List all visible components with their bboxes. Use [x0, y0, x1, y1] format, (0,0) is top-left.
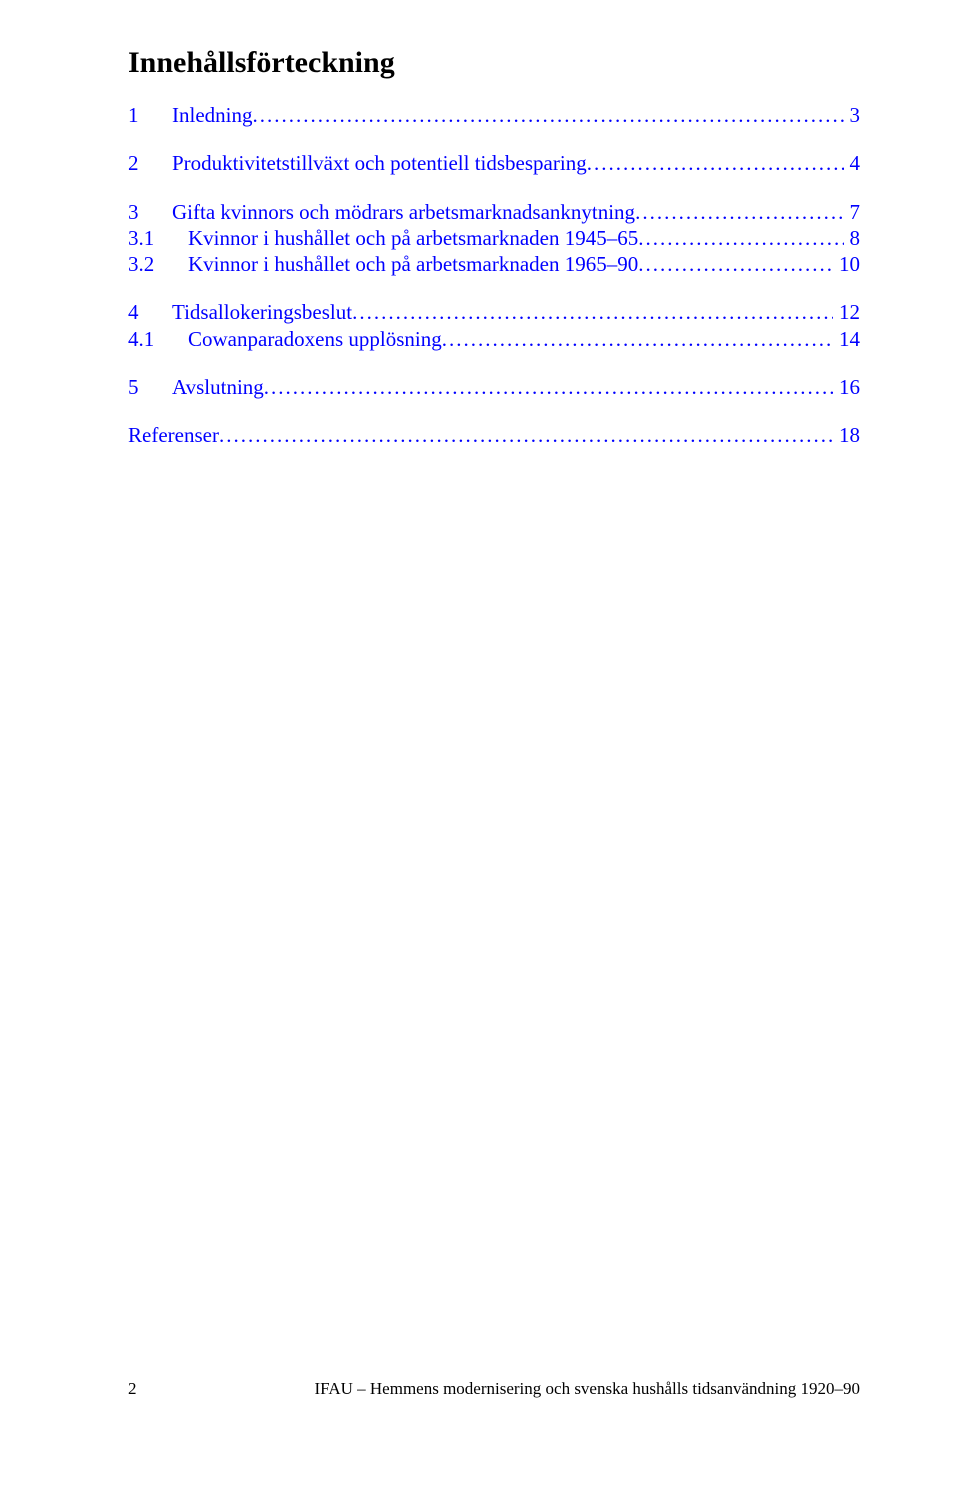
toc-leader-dots: [219, 422, 833, 448]
toc-entry[interactable]: 1 Inledning 3: [128, 102, 860, 128]
toc-entry-label: Avslutning: [172, 374, 264, 400]
toc-entry-label: Kvinnor i hushållet och på arbetsmarknad…: [188, 251, 638, 277]
toc-entry[interactable]: 4 Tidsallokeringsbeslut 12: [128, 299, 860, 325]
toc-entry-number: 4.1: [128, 326, 188, 352]
toc-entry-number: 5: [128, 374, 172, 400]
toc-entry-page: 18: [833, 422, 860, 448]
page-footer: 2 IFAU – Hemmens modernisering och svens…: [128, 1379, 860, 1399]
toc-entry-page: 4: [844, 150, 861, 176]
toc-entry-page: 14: [833, 326, 860, 352]
toc-leader-dots: [635, 199, 843, 225]
footer-running-title: IFAU – Hemmens modernisering och svenska…: [314, 1379, 860, 1399]
toc-entry-page: 8: [844, 225, 861, 251]
toc-entry[interactable]: 2 Produktivitetstillväxt och potentiell …: [128, 150, 860, 176]
footer-page-number: 2: [128, 1379, 137, 1399]
toc-entry-label: Cowanparadoxens upplösning: [188, 326, 442, 352]
toc-leader-dots: [264, 374, 833, 400]
toc-subentry[interactable]: 3.2 Kvinnor i hushållet och på arbetsmar…: [128, 251, 860, 277]
toc-entry-page: 10: [833, 251, 860, 277]
toc-entry-label: Produktivitetstillväxt och potentiell ti…: [172, 150, 587, 176]
toc-entry-page: 16: [833, 374, 860, 400]
toc-leader-dots: [442, 326, 833, 352]
toc-entry-number: 2: [128, 150, 172, 176]
toc-leader-dots: [352, 299, 833, 325]
toc-title: Innehållsförteckning: [128, 46, 860, 80]
toc-subentry[interactable]: 4.1 Cowanparadoxens upplösning 14: [128, 326, 860, 352]
toc-subentry[interactable]: 3.1 Kvinnor i hushållet och på arbetsmar…: [128, 225, 860, 251]
toc-leader-dots: [638, 225, 843, 251]
document-page: Innehållsförteckning 1 Inledning 3 2 Pro…: [0, 0, 960, 1495]
toc-entry-page: 12: [833, 299, 860, 325]
toc-entry-page: 7: [844, 199, 861, 225]
toc-entry-number: 4: [128, 299, 172, 325]
toc-entry-label: Inledning: [172, 102, 252, 128]
toc-list: 1 Inledning 3 2 Produktivitetstillväxt o…: [128, 102, 860, 448]
toc-leader-dots: [638, 251, 833, 277]
toc-entry-label: Referenser: [128, 422, 219, 448]
toc-entry-page: 3: [844, 102, 861, 128]
toc-entry-label: Gifta kvinnors och mödrars arbetsmarknad…: [172, 199, 635, 225]
toc-entry[interactable]: 3 Gifta kvinnors och mödrars arbetsmarkn…: [128, 199, 860, 225]
toc-entry[interactable]: Referenser 18: [128, 422, 860, 448]
toc-entry-number: 3: [128, 199, 172, 225]
toc-entry-label: Tidsallokeringsbeslut: [172, 299, 352, 325]
toc-entry-label: Kvinnor i hushållet och på arbetsmarknad…: [188, 225, 638, 251]
toc-entry-number: 1: [128, 102, 172, 128]
toc-entry-number: 3.2: [128, 251, 188, 277]
toc-entry-number: 3.1: [128, 225, 188, 251]
toc-leader-dots: [587, 150, 844, 176]
toc-entry[interactable]: 5 Avslutning 16: [128, 374, 860, 400]
toc-leader-dots: [252, 102, 843, 128]
